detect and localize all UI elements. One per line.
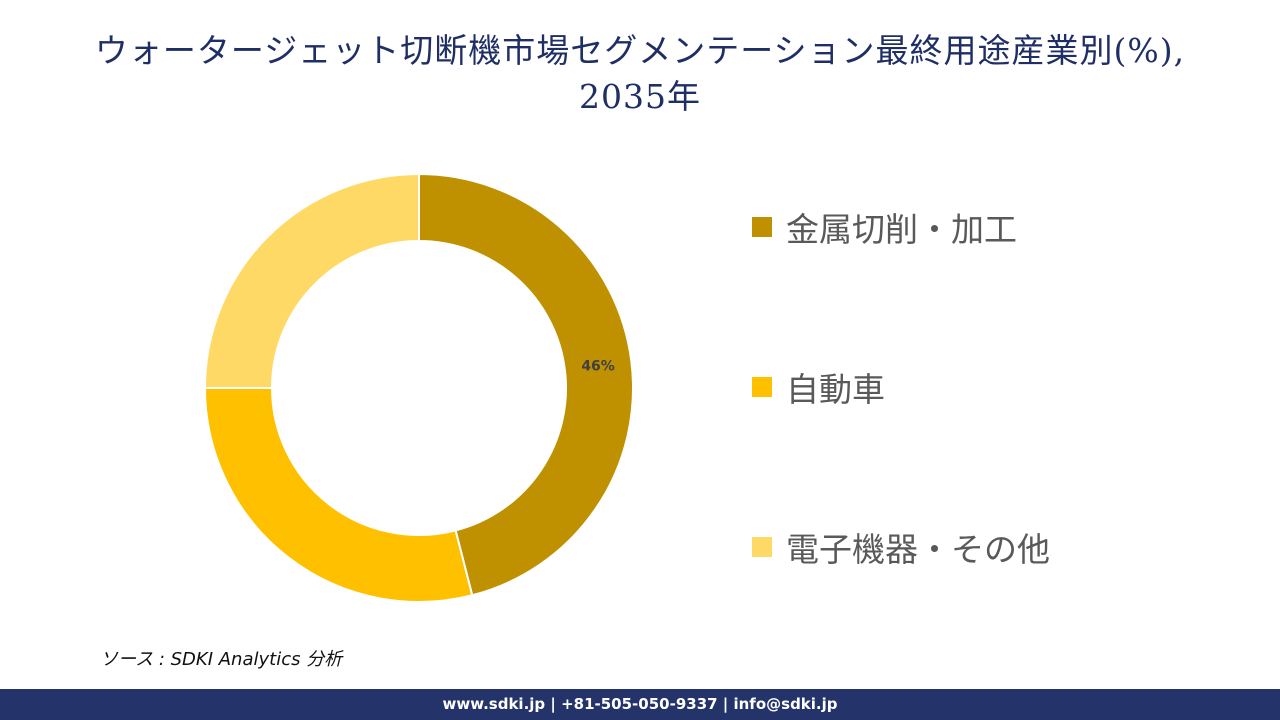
donut-data-labels: 46%: [581, 358, 615, 374]
legend-swatch-icon: [752, 377, 772, 397]
legend-label: 電子機器・その他: [786, 530, 1050, 569]
donut-data-label: 46%: [581, 358, 615, 374]
chart-title: ウォータージェット切断機市場セグメンテーション最終用途産業別(%), 2035年: [0, 28, 1280, 120]
legend-swatch-icon: [752, 537, 772, 557]
legend-item-metal-cutting: 金属切削・加工: [752, 203, 1017, 251]
donut-slices: [203, 172, 634, 603]
source-note: ソース : SDKI Analytics 分析: [100, 649, 343, 670]
footer-contact-bar: www.sdki.jp | +81-505-050-9337 | info@sd…: [0, 689, 1280, 720]
chart-title-line2: 2035年: [579, 77, 701, 116]
donut-slice: [203, 387, 474, 603]
donut-slice: [418, 172, 634, 597]
legend-label: 金属切削・加工: [786, 210, 1017, 249]
legend-item-electronics-other: 電子機器・その他: [752, 523, 1050, 571]
legend-item-automotive: 自動車: [752, 363, 885, 411]
chart-title-line1: ウォータージェット切断機市場セグメンテーション最終用途産業別(%),: [94, 31, 1186, 70]
donut-slice: [203, 172, 420, 389]
legend-label: 自動車: [786, 370, 885, 409]
legend-swatch-icon: [752, 217, 772, 237]
